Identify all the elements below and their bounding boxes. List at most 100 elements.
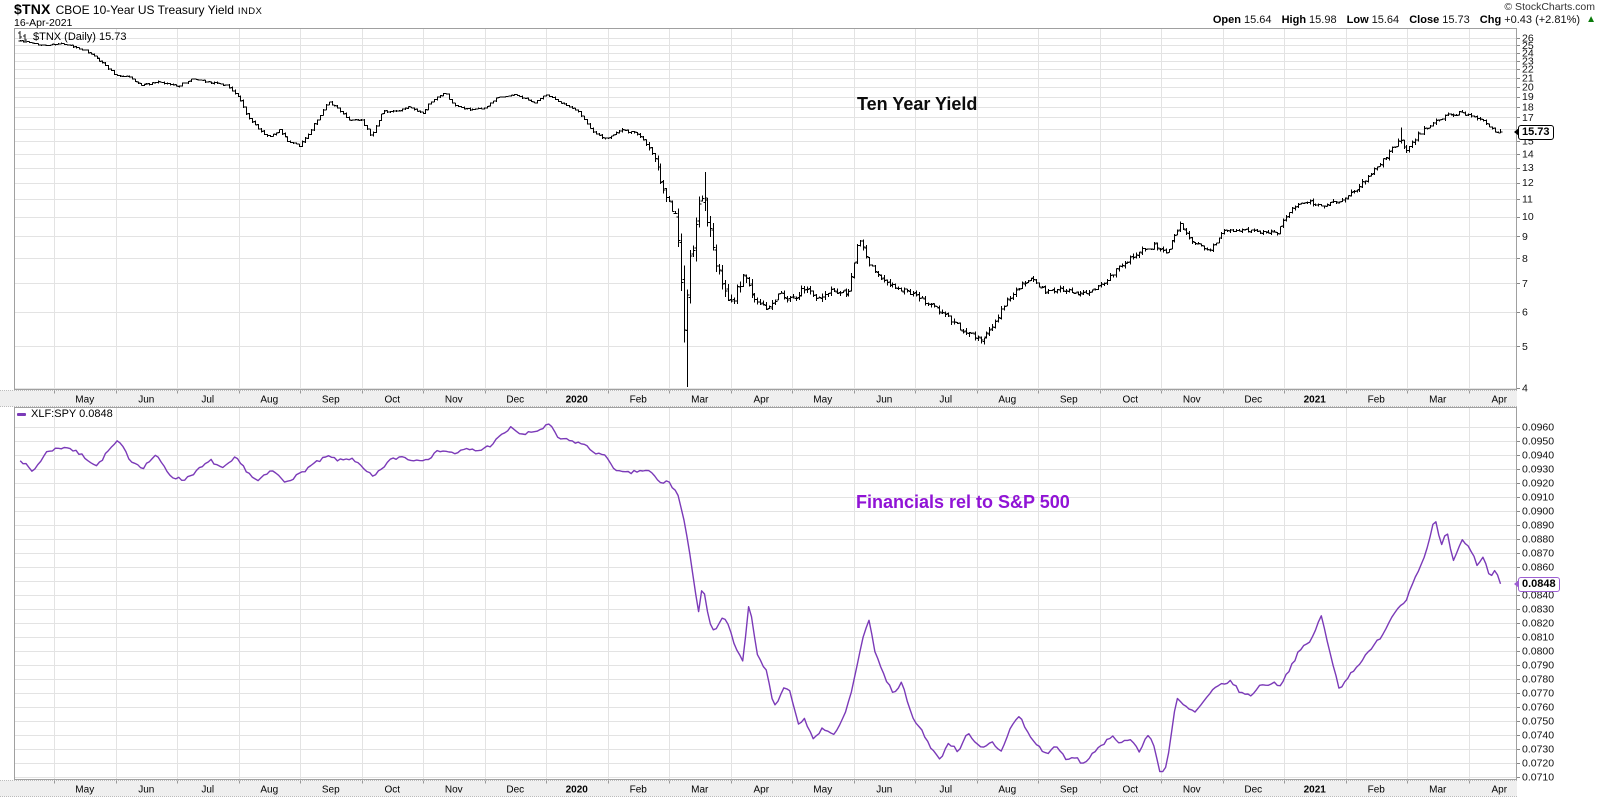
y-axis-label: 26 <box>1522 33 1534 45</box>
y-axis-label: 0.0870 <box>1522 548 1554 560</box>
y-axis-label: 5 <box>1522 341 1528 353</box>
y-axis-label: 0.0900 <box>1522 506 1554 518</box>
line-swatch-icon <box>17 412 26 416</box>
x-axis-label: 2021 <box>1304 395 1327 406</box>
x-axis-label: Jul <box>201 395 214 406</box>
plot-border <box>14 28 1517 390</box>
x-axis-label: Mar <box>691 395 709 406</box>
y-axis-label: 7 <box>1522 278 1528 290</box>
x-axis-label: Sep <box>322 395 340 406</box>
y-axis-label: 8 <box>1522 253 1528 265</box>
x-axis-label: Sep <box>322 785 340 796</box>
x-axis-label: Nov <box>1183 395 1201 406</box>
y-axis-label: 0.0760 <box>1522 702 1554 714</box>
y-axis-label: 0.0960 <box>1522 422 1554 434</box>
x-axis-label: Feb <box>1368 395 1386 406</box>
x-axis-label: Jul <box>201 785 214 796</box>
y-axis-label: 0.0830 <box>1522 604 1554 616</box>
y-axis-label: 17 <box>1522 112 1534 124</box>
y-axis-label: 22 <box>1522 64 1534 76</box>
x-axis-label: Dec <box>506 785 524 796</box>
y-axis-label: 0.0940 <box>1522 450 1554 462</box>
low-label: Low <box>1346 14 1369 26</box>
x-axis-label: Apr <box>753 785 769 796</box>
x-axis-label: Aug <box>260 785 278 796</box>
xlf-spy-line <box>19 423 1502 773</box>
high-value: 15.98 <box>1309 14 1337 26</box>
x-axis-label: Nov <box>445 785 463 796</box>
x-axis-label: May <box>813 395 832 406</box>
top-chart-title: Ten Year Yield <box>857 94 978 114</box>
close-value: 15.73 <box>1442 14 1470 26</box>
x-axis-label: Nov <box>1183 785 1201 796</box>
change-value: +0.43 (+2.81%) <box>1504 14 1581 26</box>
x-axis-label: Jun <box>138 395 154 406</box>
x-axis-label: Oct <box>384 395 400 406</box>
y-axis-label: 9 <box>1522 231 1528 243</box>
high-label: High <box>1281 14 1307 26</box>
y-axis-label: 0.0810 <box>1522 632 1554 644</box>
y-axis-label: 24 <box>1522 47 1534 59</box>
y-axis-label: 13 <box>1522 162 1534 174</box>
plot-border <box>14 407 1517 780</box>
bottom-last-price-box: 0.0848 <box>1514 576 1560 592</box>
y-axis-label: 0.0720 <box>1522 758 1554 770</box>
x-axis-label: May <box>75 395 94 406</box>
x-axis-label: Apr <box>1491 785 1507 796</box>
y-axis-label: 0.0950 <box>1522 436 1554 448</box>
x-axis-label: Oct <box>384 785 400 796</box>
y-axis-label: 10 <box>1522 211 1534 223</box>
y-axis-label: 19 <box>1522 91 1534 103</box>
bottom-chart-legend: XLF:SPY 0.0848 <box>17 408 113 420</box>
x-axis-label: 2021 <box>1304 785 1327 796</box>
x-axis-label: Dec <box>506 395 524 406</box>
x-axis-label: Jun <box>876 785 892 796</box>
y-axis-label: 0.0930 <box>1522 464 1554 476</box>
top-last-price-value: 15.73 <box>1522 125 1550 138</box>
price-box-notch-icon <box>1514 127 1519 136</box>
x-axis-label: Mar <box>1429 395 1447 406</box>
y-axis-label: 0.0770 <box>1522 688 1554 700</box>
x-axis-strip <box>0 780 1517 797</box>
chart-header: $TNX CBOE 10-Year US Treasury Yield INDX <box>14 1 262 19</box>
price-box-notch-icon <box>1514 579 1519 588</box>
x-axis-label: Dec <box>1244 395 1262 406</box>
x-axis-label: May <box>813 785 832 796</box>
x-axis-label: Feb <box>630 785 648 796</box>
symbol: $TNX <box>14 1 51 17</box>
y-axis-label: 4 <box>1522 383 1528 395</box>
y-axis-label: 0.0820 <box>1522 618 1554 630</box>
y-axis-label: 25 <box>1522 40 1534 52</box>
y-axis-label: 23 <box>1522 55 1534 67</box>
x-axis-label: Nov <box>445 395 463 406</box>
open-value: 15.64 <box>1244 14 1272 26</box>
x-axis-label: Oct <box>1122 395 1138 406</box>
y-axis-label: 0.0840 <box>1522 590 1554 602</box>
change-label: Chg <box>1479 14 1502 26</box>
ohlc-chart-icon <box>18 31 27 42</box>
exchange-tag: INDX <box>237 6 263 17</box>
y-axis-label: 14 <box>1522 148 1534 160</box>
bottom-last-price-value: 0.0848 <box>1522 577 1556 590</box>
x-axis-label: Aug <box>998 395 1016 406</box>
x-axis-label: Aug <box>260 395 278 406</box>
x-axis-label: Feb <box>1368 785 1386 796</box>
chart-date: 16-Apr-2021 <box>14 17 73 29</box>
y-axis-label: 0.0750 <box>1522 716 1554 728</box>
y-axis-label: 20 <box>1522 82 1534 94</box>
y-axis-label: 0.0710 <box>1522 772 1554 784</box>
quote-summary: Open 15.64 High 15.98 Low 15.64 Close 15.73 … <box>1206 14 1596 26</box>
x-axis-label: Dec <box>1244 785 1262 796</box>
y-axis-label: 0.0800 <box>1522 646 1554 658</box>
x-axis-label: Oct <box>1122 785 1138 796</box>
y-axis-label: 0.0890 <box>1522 520 1554 532</box>
x-axis-label: May <box>75 785 94 796</box>
x-axis-label: Jun <box>138 785 154 796</box>
top-last-price-box: 15.73 <box>1514 124 1554 140</box>
close-label: Close <box>1409 14 1440 26</box>
y-axis-label: 0.0780 <box>1522 674 1554 686</box>
y-axis-label: 12 <box>1522 177 1534 189</box>
bottom-chart-title: Financials rel to S&P 500 <box>856 492 1070 512</box>
y-axis-label: 0.0860 <box>1522 562 1554 574</box>
top-chart-legend: $TNX (Daily) 15.73 <box>17 30 127 43</box>
